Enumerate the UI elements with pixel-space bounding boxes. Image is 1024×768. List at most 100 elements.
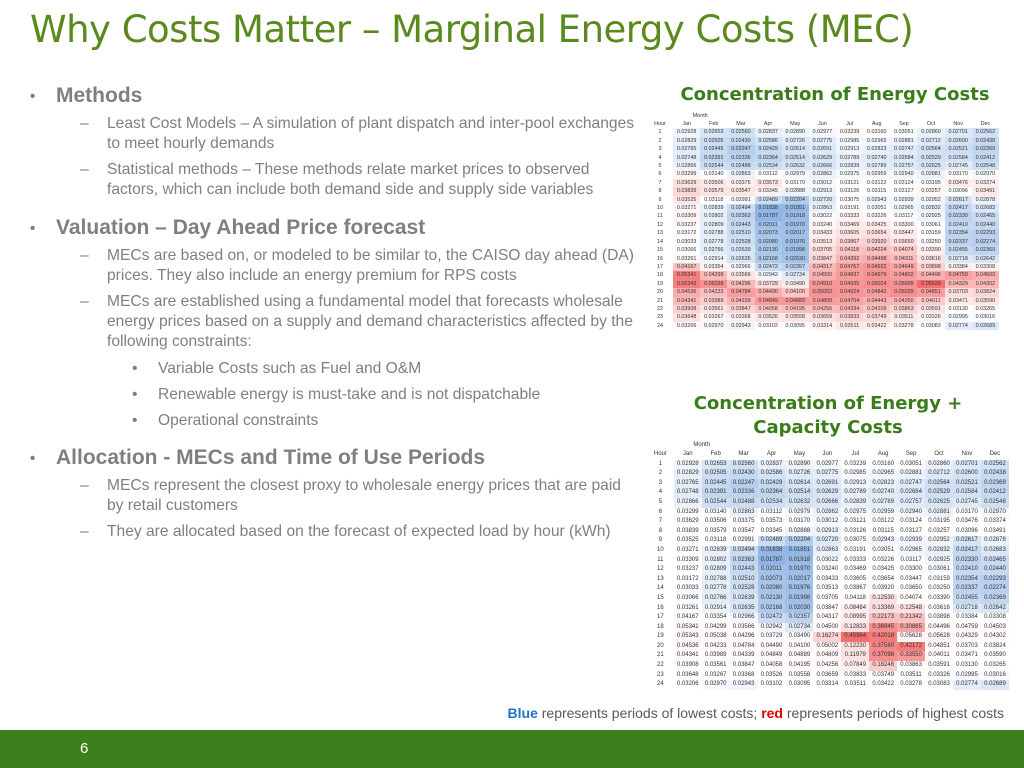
hour-header: Hour	[653, 451, 667, 457]
cost-cell: 0.02689	[980, 680, 1009, 690]
sub-sub-bullet-text: Operational constraints	[158, 412, 319, 429]
cost-cell: 0.02632	[785, 497, 814, 508]
cost-cell: 0.02860	[925, 459, 953, 470]
cost-cell: 0.02445	[700, 145, 728, 154]
cost-cell: 0.02939	[890, 195, 918, 205]
cost-cell: 0.03066	[673, 593, 702, 604]
sub-bullet: – MECs are based on, or modeled to be sim…	[28, 246, 640, 286]
cost-cell: 0.02775	[813, 469, 842, 479]
month-group-label: Month	[692, 113, 708, 119]
cost-cell: 0.04296	[727, 279, 755, 289]
cost-cell: 0.03160	[863, 128, 891, 137]
month-header: Aug	[871, 121, 882, 127]
cost-cell: 0.04317	[813, 613, 842, 623]
sub-bullet: – Least Cost Models – A simulation of pla…	[28, 114, 640, 154]
cost-cell: 0.03122	[869, 517, 898, 527]
cost-cell: 0.03127	[897, 526, 926, 537]
cost-cell: 0.02837	[757, 459, 786, 470]
cost-cell: 0.04339	[729, 651, 758, 662]
cost-cell: 0.02878	[980, 536, 1009, 546]
cost-cell: 0.02913	[841, 478, 870, 489]
cost-cell: 0.02774	[944, 321, 972, 331]
cost-cell: 0.02429	[757, 478, 786, 489]
hour-label: 23	[657, 671, 664, 678]
cost-cell: 0.02809	[701, 565, 730, 575]
cost-cell: 0.03989	[701, 651, 730, 662]
bullet-dot-icon: •	[132, 412, 138, 429]
cost-cell: 0.42018	[869, 632, 898, 642]
cost-cell: 0.04167	[673, 613, 702, 623]
cost-cell: 0.02862	[808, 170, 836, 179]
cost-cell: 0.05628	[917, 279, 945, 289]
cost-cell: 0.02337	[953, 584, 981, 594]
month-header: Jul	[846, 121, 854, 127]
cost-cell: 0.01976	[781, 237, 809, 247]
cost-cell: 0.04649	[890, 262, 918, 272]
hour-label: 17	[657, 263, 664, 270]
cost-cell: 0.01851	[781, 204, 809, 213]
cost-cell: 0.03112	[757, 507, 786, 518]
cost-cell: 0.02939	[897, 536, 926, 546]
month-group-label: Month	[693, 442, 711, 448]
sub-bullet-text: Least Cost Models – A simulation of plan…	[107, 115, 635, 152]
hour-label: 14	[657, 585, 664, 592]
hour-label: 15	[657, 594, 664, 601]
cost-cell: 0.02494	[727, 204, 755, 213]
cost-cell: 0.03237	[673, 220, 701, 230]
cost-cell: 0.03908	[673, 304, 701, 314]
hour-label: 2	[658, 470, 663, 477]
cost-cell: 0.02975	[841, 507, 870, 518]
cost-cell: 0.02863	[808, 204, 836, 213]
hour-label: 23	[657, 314, 664, 321]
cost-cell: 0.02168	[757, 603, 786, 614]
cost-cell: 0.03629	[673, 517, 702, 527]
cost-cell: 0.02745	[944, 162, 972, 171]
cost-cell: 0.02247	[727, 145, 755, 154]
cost-cell: 0.02985	[841, 469, 870, 479]
cost-cell: 0.02866	[673, 497, 702, 508]
cost-cell: 0.03490	[781, 279, 809, 289]
corner-cell	[647, 113, 673, 120]
cost-cell: 0.03061	[917, 220, 945, 230]
cost-cell: 0.02757	[897, 497, 926, 508]
cost-cell: 0.03749	[863, 313, 891, 322]
cost-cell: 0.02788	[701, 574, 730, 585]
cost-cell: 0.02438	[980, 469, 1009, 479]
table-row: 8 0.03839 0.03579 0.03547 0.03345 0.02888 0.02…	[647, 187, 999, 196]
energy-capacity-costs-title: Concentration of Energy + Capacity Costs	[693, 393, 963, 438]
cost-cell: 0.04922	[863, 262, 891, 272]
cost-cell: 0.03261	[673, 254, 701, 263]
cost-cell: 0.02952	[925, 536, 953, 546]
cost-cell: 0.02488	[729, 497, 758, 508]
cost-cell: 0.02080	[757, 584, 786, 594]
cost-cell: 0.02080	[754, 237, 782, 247]
cost-cell: 0.02363	[729, 555, 758, 566]
month-header: Dec	[989, 451, 1001, 457]
cost-cell: 0.04074	[897, 593, 926, 604]
cost-cell: 0.02866	[673, 162, 701, 171]
cost-cell: 0.03102	[757, 680, 786, 690]
cost-cell: 0.02860	[917, 128, 945, 137]
cost-cell: 0.01918	[781, 212, 809, 221]
cost-cell: 0.03309	[673, 212, 701, 221]
cost-cell: 0.02629	[808, 153, 836, 163]
cost-cell: 0.03705	[813, 593, 842, 604]
cost-cell: 0.02774	[953, 680, 981, 690]
hour-label: 14	[657, 238, 664, 245]
cost-cell: 0.04350	[890, 296, 918, 305]
cost-cell: 0.02683	[980, 545, 1009, 556]
cost-cell: 0.04329	[944, 279, 972, 289]
table-row: 12 0.03237 0.02809 0.02443 0.02011 0.01970 0.0…	[647, 565, 1009, 575]
cost-cell: 0.02247	[729, 478, 758, 489]
footer-bar: 6	[0, 730, 1024, 768]
bullet-heading: Allocation - MECs and Time of Use Period…	[56, 446, 486, 469]
cost-cell: 0.03191	[835, 204, 864, 213]
cost-cell: 0.02940	[897, 507, 926, 518]
hour-label: 11	[657, 556, 664, 563]
cost-cell: 0.02357	[785, 613, 814, 623]
cost-cell: 0.02766	[700, 246, 728, 255]
cost-cell: 0.01838	[754, 204, 782, 213]
cost-cell: 0.03308	[971, 262, 999, 272]
cost-cell: 0.03051	[897, 459, 926, 470]
cost-cell: 0.02720	[813, 536, 842, 546]
